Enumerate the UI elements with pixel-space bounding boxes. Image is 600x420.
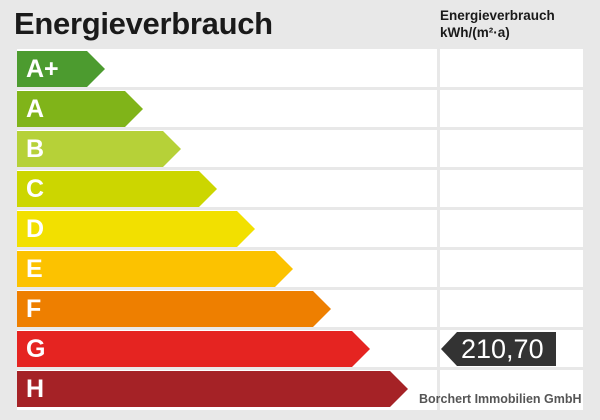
bar-arrow-tip-icon [313,291,331,327]
bar-class-label: E [26,255,43,283]
bar-shape: H [17,371,408,407]
bar-arrow-tip-icon [275,251,293,287]
bar-fill [17,91,125,127]
bar-shape: A [17,91,143,127]
bar-class-label: G [26,335,46,363]
bar-fill [17,131,163,167]
bar-arrow-tip-icon [125,91,143,127]
unit-header: Energieverbrauch kWh/(m²·a) [440,7,555,41]
chart-plot-area: A+ A B C D E F G H 210,70 [17,49,583,410]
energy-class-bar: A [17,91,143,127]
unit-header-line2: kWh/(m²·a) [440,25,510,40]
bar-class-label: C [26,175,45,203]
value-marker-label: 210,70 [457,332,556,366]
bar-fill [17,331,352,367]
bar-shape: A+ [17,51,105,87]
bar-shape: D [17,211,255,247]
bar-shape: B [17,131,181,167]
energy-class-bar: B [17,131,181,167]
energy-class-bar: F [17,291,331,327]
bar-class-label: A [26,95,45,123]
energy-class-bar: H [17,371,408,407]
bar-fill [17,211,237,247]
grid-row-line [17,367,583,370]
grid-row-line [17,87,583,90]
energy-class-bar: E [17,251,293,287]
page-title: Energieverbrauch [14,6,273,41]
bar-arrow-tip-icon [352,331,370,367]
bar-fill [17,171,199,207]
value-marker: 210,70 [441,332,556,366]
energy-class-bar: A+ [17,51,105,87]
bar-class-label: A+ [26,55,59,83]
bar-class-label: F [26,295,42,323]
bar-arrow-tip-icon [237,211,255,247]
grid-row-line [17,287,583,290]
bar-fill [17,291,313,327]
grid-row-line [17,207,583,210]
bar-arrow-tip-icon [390,371,408,407]
bar-shape: F [17,291,331,327]
bar-shape: G [17,331,370,367]
bar-class-label: H [26,375,45,403]
watermark-text: Borchert Immobilien GmbH [419,392,582,406]
energy-class-bar: G [17,331,370,367]
energy-class-bar: D [17,211,255,247]
bar-arrow-tip-icon [199,171,217,207]
bar-fill [17,251,275,287]
bar-shape: C [17,171,217,207]
grid-vertical-divider [437,49,440,410]
grid-row-line [17,327,583,330]
grid-row-line [17,247,583,250]
bar-fill [17,371,390,407]
grid-row-line [17,127,583,130]
energy-class-bar: C [17,171,217,207]
bar-arrow-tip-icon [163,131,181,167]
bar-class-label: B [26,135,45,163]
unit-header-line1: Energieverbrauch [440,8,555,23]
bar-fill [17,51,87,87]
value-marker-arrow-icon [441,332,457,366]
grid-row-line [17,167,583,170]
bar-shape: E [17,251,293,287]
bar-arrow-tip-icon [87,51,105,87]
bar-class-label: D [26,215,45,243]
